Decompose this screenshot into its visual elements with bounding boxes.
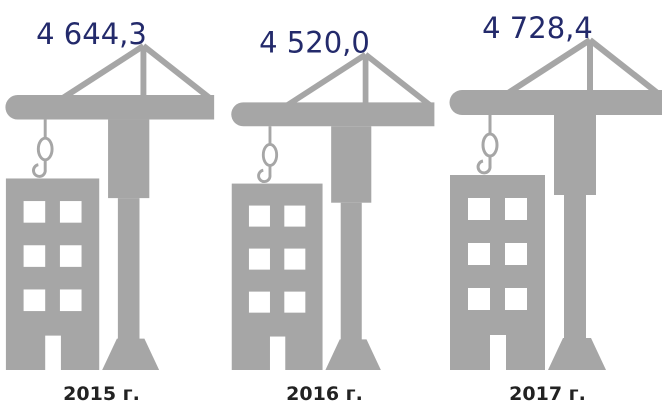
icon-shape	[450, 40, 663, 370]
value-label: 4 728,4	[482, 11, 593, 45]
crane-icon	[5, 46, 214, 370]
year-label: 2016 г.	[286, 383, 363, 405]
value-label: 4 644,3	[36, 17, 147, 51]
year-label: 2015 г.	[63, 383, 140, 405]
icon-shape	[5, 46, 214, 370]
value-label: 4 520,0	[259, 26, 370, 60]
icon-shape	[231, 55, 434, 370]
crane-icon	[450, 40, 663, 370]
crane-icon	[231, 55, 434, 370]
year-label: 2017 г.	[509, 383, 586, 405]
infographic: 4 644,3 2015 г. 4 520,0 2016 г. 4 728,4 2017 …	[0, 0, 669, 410]
